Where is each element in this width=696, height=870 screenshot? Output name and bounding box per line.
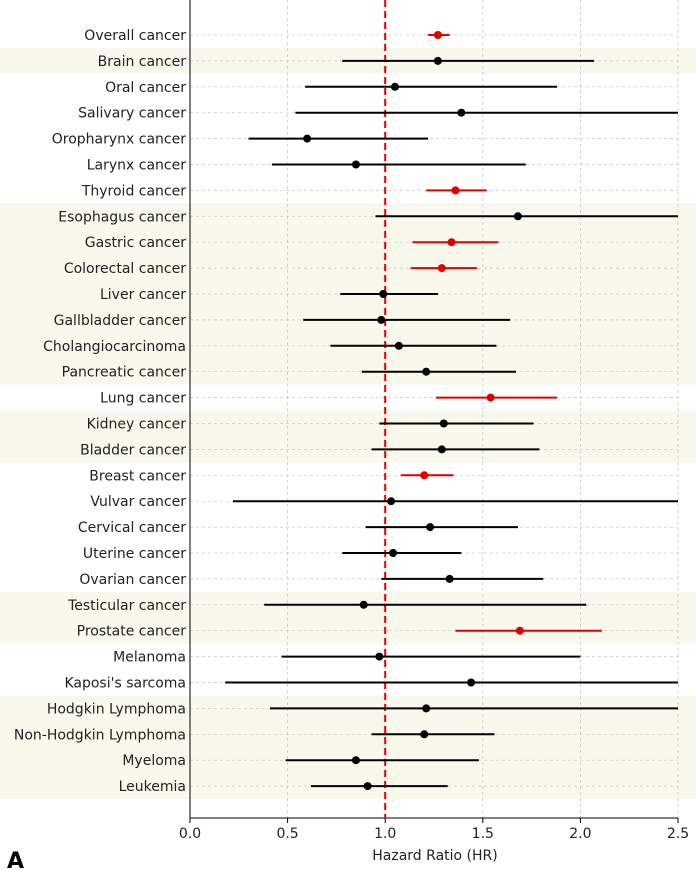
- category-label: Myeloma: [122, 753, 186, 769]
- hr-point: [486, 393, 495, 402]
- hr-point: [451, 186, 460, 195]
- category-label: Bladder cancer: [80, 442, 186, 458]
- hr-point: [420, 471, 429, 480]
- category-label: Overall cancer: [84, 28, 186, 44]
- category-label: Kidney cancer: [87, 417, 187, 433]
- hr-point: [439, 419, 448, 428]
- hr-point: [420, 730, 429, 739]
- category-label: Colorectal cancer: [64, 261, 186, 277]
- category-label: Gastric cancer: [85, 235, 186, 251]
- hr-point: [467, 678, 476, 687]
- category-label: Non-Hodgkin Lymphoma: [14, 727, 186, 743]
- x-tick-label: 2.0: [569, 826, 591, 842]
- category-label: Thyroid cancer: [81, 183, 186, 199]
- x-axis-title: Hazard Ratio (HR): [372, 848, 497, 864]
- hr-point: [303, 134, 312, 143]
- grid-lines: [189, 0, 679, 818]
- hr-point: [390, 82, 399, 91]
- x-tick-label: 0.5: [276, 826, 298, 842]
- hr-point: [422, 367, 431, 376]
- category-label: Salivary cancer: [78, 106, 186, 122]
- category-label: Kaposi's sarcoma: [64, 676, 186, 692]
- category-label: Oral cancer: [105, 80, 186, 96]
- category-label: Breast cancer: [89, 468, 186, 484]
- hr-point: [457, 108, 466, 117]
- category-label: Cholangiocarcinoma: [43, 339, 186, 355]
- category-label: Hodgkin Lymphoma: [47, 701, 186, 717]
- category-label: Cervical cancer: [78, 520, 186, 536]
- hr-point: [437, 264, 446, 273]
- hr-point: [375, 652, 384, 661]
- hr-point: [447, 238, 456, 247]
- category-label: Testicular cancer: [67, 598, 186, 614]
- category-label: Larynx cancer: [87, 158, 186, 174]
- hr-point: [515, 626, 524, 635]
- category-label: Liver cancer: [100, 287, 186, 303]
- hr-point: [387, 497, 396, 506]
- hr-point: [433, 31, 442, 39]
- category-label: Melanoma: [113, 650, 186, 666]
- category-label: Oropharynx cancer: [52, 132, 186, 148]
- hr-point: [437, 445, 446, 454]
- hr-point: [422, 704, 431, 713]
- category-label: Brain cancer: [98, 54, 187, 70]
- hr-point: [379, 290, 388, 298]
- hr-point: [351, 756, 360, 765]
- category-labels: Overall cancer Brain cancer Oral cancer Sal…: [14, 28, 186, 795]
- hr-point: [377, 315, 386, 324]
- category-label: Vulvar cancer: [90, 494, 186, 510]
- hr-point: [363, 782, 372, 791]
- x-tick-label: 1.0: [374, 826, 396, 842]
- row-band: [0, 410, 696, 463]
- category-label: Uterine cancer: [83, 546, 186, 562]
- category-label: Pancreatic cancer: [62, 365, 187, 381]
- category-label: Esophagus cancer: [58, 209, 186, 225]
- x-tick-label: 0.0: [179, 826, 201, 842]
- hr-point: [426, 523, 435, 532]
- category-label: Leukemia: [119, 779, 186, 795]
- hr-point: [445, 574, 454, 583]
- hr-point: [351, 160, 360, 169]
- category-label: Prostate cancer: [77, 624, 187, 640]
- x-tick-label: 2.5: [667, 826, 689, 842]
- x-tick-label: 1.5: [472, 826, 494, 842]
- category-label: Ovarian cancer: [79, 572, 186, 588]
- estimates: [225, 31, 678, 791]
- hr-point: [433, 56, 442, 65]
- category-label: Gallbladder cancer: [54, 313, 187, 329]
- hr-point: [389, 549, 398, 557]
- hr-point: [394, 341, 403, 350]
- hr-point: [513, 212, 522, 221]
- category-label: Lung cancer: [100, 391, 186, 407]
- x-axis-ticks: 0.0 0.5 1.0 1.5 2.0 2.5: [179, 818, 689, 842]
- panel-label: A: [7, 849, 24, 870]
- hr-point: [359, 600, 368, 609]
